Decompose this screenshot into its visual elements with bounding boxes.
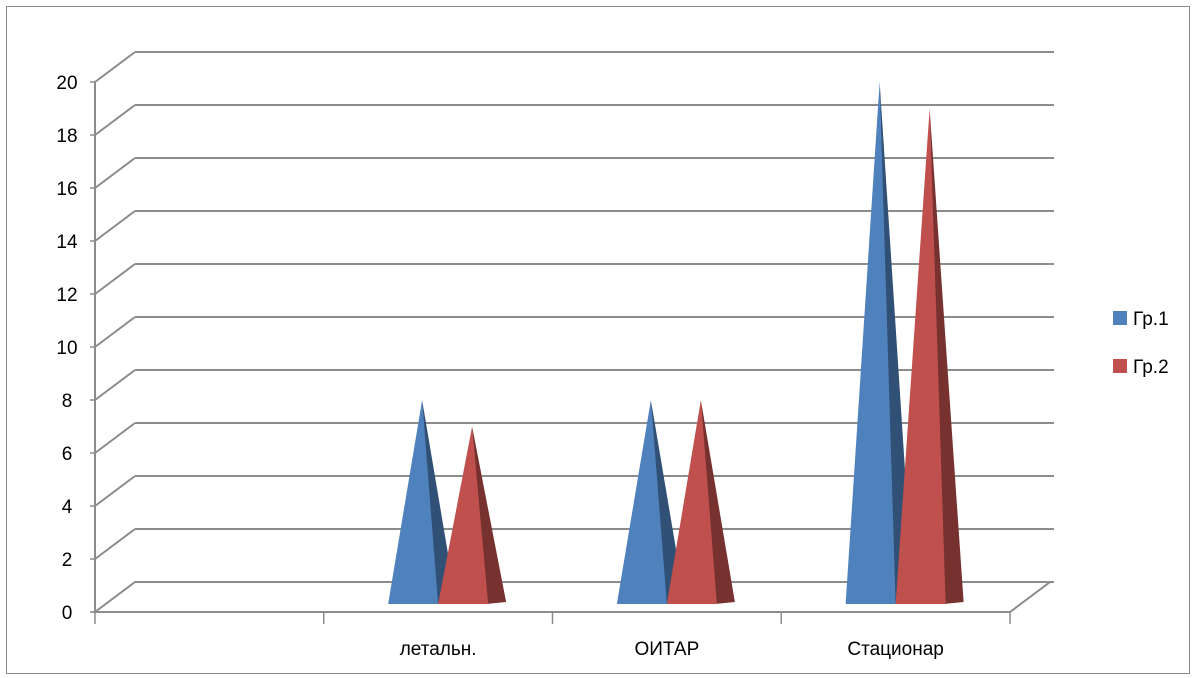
pyramid-side-face xyxy=(700,400,735,604)
legend-label: Гр.2 xyxy=(1133,357,1169,378)
y-tick-label: 0 xyxy=(62,603,73,624)
y-tick-label: 20 xyxy=(56,73,77,94)
pyramid-side-face xyxy=(929,108,964,604)
gridline-diagonal xyxy=(94,475,136,507)
y-tick-label: 18 xyxy=(56,126,77,147)
y-tick-label: 4 xyxy=(62,497,73,518)
pyramid-side-face xyxy=(422,400,457,604)
legend-item: Гр.1 xyxy=(1113,309,1169,330)
legend: Гр.1 Гр.2 xyxy=(1113,309,1169,378)
chart-frame xyxy=(6,6,1190,674)
axis-layer xyxy=(90,81,1011,624)
pyramid-front-face xyxy=(616,400,667,604)
labels-layer: 0 2 4 6 8 10 12 14 16 18 20 летальн. ОИТАР Стационар xyxy=(56,73,943,660)
y-tick-label: 16 xyxy=(56,179,77,200)
pyramid-side-face xyxy=(472,426,507,604)
pyramid-front-face xyxy=(895,108,946,604)
y-tick-label: 6 xyxy=(62,444,73,465)
bars-layer xyxy=(388,82,964,604)
legend-swatch xyxy=(1113,311,1127,325)
legend-item: Гр.2 xyxy=(1113,357,1169,378)
category-label: летальн. xyxy=(400,639,477,660)
category-label: ОИТАР xyxy=(634,639,699,660)
legend-label: Гр.1 xyxy=(1133,309,1169,330)
y-tick-label: 10 xyxy=(56,338,77,359)
category-label: Стационар xyxy=(847,639,943,660)
pyramid-bar xyxy=(666,400,735,604)
gridline-diagonal xyxy=(94,316,136,348)
gridline-diagonal xyxy=(94,157,136,189)
gridline-diagonal xyxy=(94,51,136,83)
gridline-diagonal xyxy=(94,528,136,560)
gridline-diagonal xyxy=(94,210,136,242)
gridline-diagonal xyxy=(94,263,136,295)
pyramid-bar xyxy=(388,400,457,604)
pyramid-bar xyxy=(438,426,507,604)
pyramid-front-face xyxy=(666,400,717,604)
y-tick-label: 12 xyxy=(56,285,77,306)
gridline-diagonal xyxy=(94,104,136,136)
y-tick-label: 8 xyxy=(62,391,73,412)
pyramid-front-face xyxy=(438,426,489,604)
pyramid-front-face xyxy=(388,400,439,604)
pyramid-front-face xyxy=(845,82,896,604)
gridline-diagonal xyxy=(94,369,136,401)
y-tick-label: 2 xyxy=(62,550,73,571)
gridline-diagonal xyxy=(94,422,136,454)
pyramid-bar xyxy=(895,108,964,604)
y-tick-label: 14 xyxy=(56,232,78,253)
legend-swatch xyxy=(1113,359,1127,373)
